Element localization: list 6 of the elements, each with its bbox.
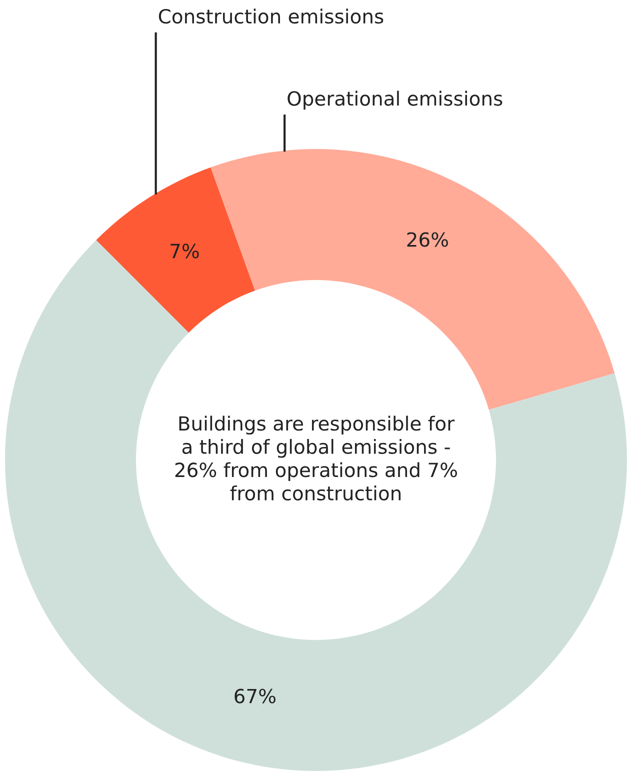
- data-label: 26%: [407, 232, 448, 247]
- text: Buildings are responsible for a third of global emissions - 26% from operations and 7% from construction: [175, 416, 457, 501]
- data-label: 7%: [170, 244, 199, 258]
- slice-label: Operational emissions: [288, 90, 502, 110]
- data-label: 67%: [234, 688, 276, 704]
- slice-label: Construction emissions: [158, 8, 384, 24]
